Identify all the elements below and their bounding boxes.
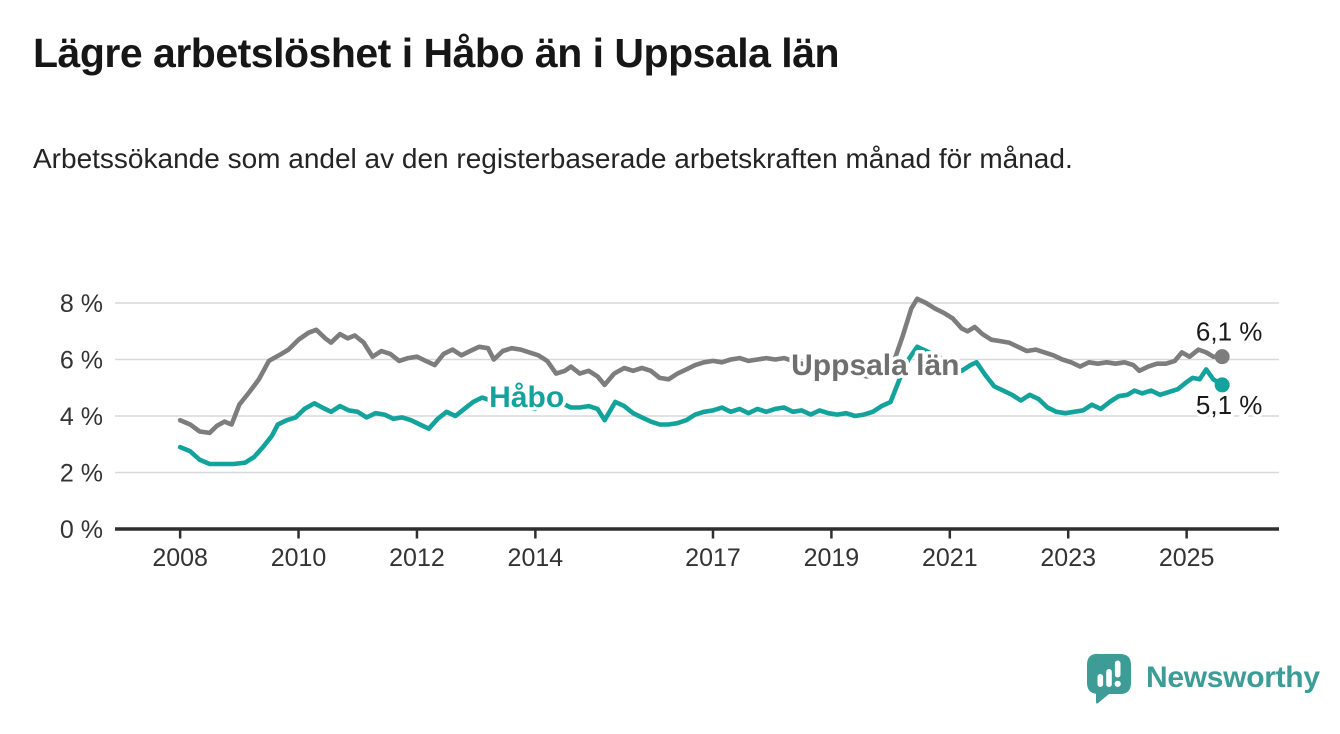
uppsala-line	[177, 296, 1225, 436]
page-subtitle: Arbetssökande som andel av den registerb…	[33, 143, 1073, 174]
y-axis-label: 8 %	[60, 290, 103, 318]
habo-line	[177, 344, 1225, 467]
x-axis-label: 2010	[271, 544, 327, 572]
x-axis-label: 2017	[685, 544, 741, 572]
x-axis-label: 2025	[1159, 544, 1215, 572]
uppsala-end-value-label: 6,1 %	[1196, 317, 1263, 347]
x-axis-label: 2019	[804, 544, 860, 572]
x-axis-label: 2014	[508, 544, 564, 572]
y-axis-label: 4 %	[60, 403, 103, 431]
x-axis-label: 2021	[922, 544, 978, 572]
uppsala-series-label: Uppsala län	[791, 349, 959, 382]
y-axis-label: 2 %	[60, 460, 103, 488]
brand-name: Newsworthy	[1146, 661, 1320, 694]
x-axis-label: 2012	[389, 544, 445, 572]
y-axis-label: 6 %	[60, 347, 103, 375]
page-title: Lägre arbetslöshet i Håbo än i Uppsala l…	[33, 30, 840, 76]
newsworthy-logo-icon	[1087, 653, 1131, 704]
x-axis-label: 2008	[152, 544, 208, 572]
habo-series-label: Håbo	[489, 381, 564, 414]
y-axis-label: 0 %	[60, 516, 103, 544]
x-axis-label: 2023	[1040, 544, 1096, 572]
habo-end-value-label: 5,1 %	[1196, 390, 1263, 420]
habo-end-dot	[1214, 377, 1230, 393]
uppsala-end-dot	[1214, 349, 1230, 365]
newsworthy-branding: Newsworthy	[1085, 652, 1320, 704]
